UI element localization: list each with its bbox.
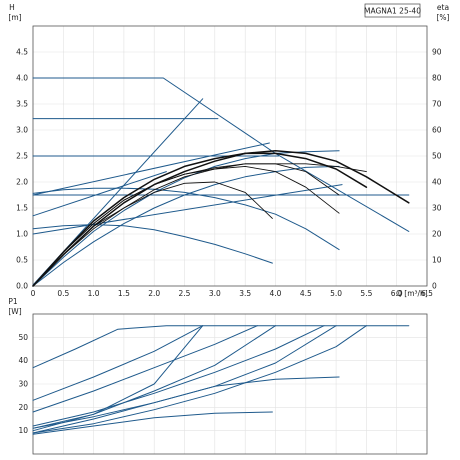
x-tick-label-2: 1.0 [88,289,100,298]
x-tick-label-12: 6.0 [391,289,403,298]
flow-axis-label: Q [m³/h] [396,289,428,298]
eta-curve-3 [32,163,367,287]
x-tick-label-0: 0 [31,289,36,298]
power-curve-2 [32,325,258,413]
power-curves [32,325,410,435]
eta-tick-label-3: 30 [432,204,442,213]
efficiency-curves [32,150,410,287]
power-plot-frame [32,313,428,455]
power-tick-label-0: 10 [18,426,28,435]
eta-axis-label: eta [437,3,449,12]
eta-tick-label-7: 70 [432,100,442,109]
x-tick-label-6: 3.0 [209,289,221,298]
power-tick-label-4: 50 [18,333,28,342]
power-tick-label-1: 20 [18,403,28,412]
x-tick-label-11: 5.5 [360,289,372,298]
head-tick-label-6: 3.0 [16,126,28,135]
x-tick-label-10: 5.0 [330,289,342,298]
tick-labels: 0 0.5 1.0 1.5 2.0 2.5 3.0 3.5 4.0 4.5 5.0 5.5 6.0 6.5… [16,48,442,436]
x-tick-label-1: 0.5 [57,289,69,298]
x-tick-label-7: 3.5 [239,289,251,298]
head-tick-label-9: 4.5 [16,48,28,57]
power-axis-label: P1 [8,297,18,306]
power-axis-unit: [W] [8,307,21,316]
power-curve-4 [32,325,325,427]
head-tick-label-0: 0.0 [16,282,28,291]
eta-tick-label-9: 90 [432,48,442,57]
head-tick-label-8: 4.0 [16,74,28,83]
head-curve-9 [32,187,340,251]
x-tick-label-13: 6.5 [421,289,433,298]
power-curve-6 [32,325,367,434]
head-tick-label-7: 3.5 [16,100,28,109]
eta-tick-label-8: 80 [432,74,442,83]
eta-tick-label-0: 0 [432,282,437,291]
power-curve-1 [32,325,204,401]
head-curve-7 [32,184,343,235]
head-curve-0 [32,77,410,232]
eta-curve-5 [32,152,368,287]
head-curve-11 [32,150,340,287]
eta-tick-label-2: 20 [432,230,442,239]
head-curve-5 [32,142,270,196]
eta-curve-4 [32,150,410,287]
power-tick-label-2: 30 [18,380,28,389]
power-curve-5 [32,325,276,429]
x-tick-label-5: 2.5 [179,289,191,298]
power-grid [32,314,428,454]
power-curve-0 [32,325,410,369]
x-tick-label-9: 4.5 [300,289,312,298]
eta-tick-label-5: 50 [432,152,442,161]
head-tick-label-2: 1.0 [16,230,28,239]
power-curve-9 [32,411,273,435]
x-tick-label-4: 2.0 [148,289,160,298]
eta-tick-label-1: 10 [432,256,442,265]
model-label: MAGNA1 25-40 [364,7,421,16]
head-curve-10 [32,165,340,287]
head-tick-label-1: 0.5 [16,256,28,265]
eta-curve-2 [32,163,340,287]
head-curves [32,77,410,287]
head-tick-label-4: 2.0 [16,178,28,187]
eta-axis-unit: [%] [437,13,450,22]
head-tick-label-5: 2.5 [16,152,28,161]
power-curve-8 [32,376,340,434]
head-tick-label-3: 1.5 [16,204,28,213]
head-axis-unit: [m] [8,13,21,22]
head-curve-8 [32,224,273,264]
head-curve-6 [32,171,167,217]
x-tick-label-3: 1.5 [118,289,130,298]
eta-tick-label-6: 60 [432,126,442,135]
power-curve-3 [32,325,204,432]
eta-tick-label-4: 40 [432,178,442,187]
head-axis-label: H [9,3,15,12]
model-label-box [364,3,421,18]
power-tick-label-3: 40 [18,356,28,365]
x-tick-label-8: 4.0 [270,289,282,298]
